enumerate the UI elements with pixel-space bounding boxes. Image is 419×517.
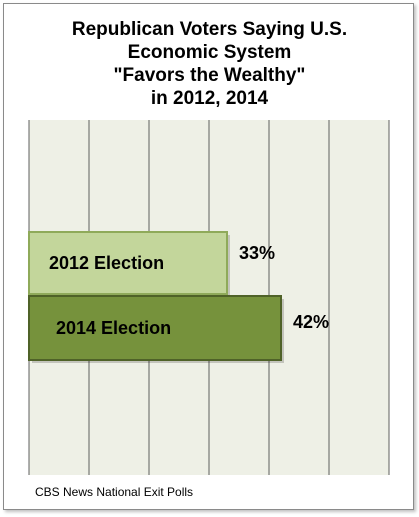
bar-2012-election <box>28 231 228 295</box>
chart-title: Republican Voters Saying U.S. Economic S… <box>0 18 419 110</box>
data-label: 42% <box>293 312 329 332</box>
chart-title-line-4: in 2012, 2014 <box>150 88 269 109</box>
category-label: 2014 Election <box>56 318 171 338</box>
bar-2014-election <box>28 295 282 361</box>
data-label: 33% <box>239 243 275 263</box>
chart-title-line-1: Republican Voters Saying U.S. <box>71 19 348 40</box>
category-label: 2012 Election <box>49 253 164 273</box>
chart-title-line-3: "Favors the Wealthy" <box>113 65 306 86</box>
chart-title-line-2: Economic System <box>127 42 292 63</box>
bars: 2012 Election 33% 2014 Election 42% <box>28 231 329 363</box>
source-note: CBS News National Exit Polls <box>35 485 194 499</box>
